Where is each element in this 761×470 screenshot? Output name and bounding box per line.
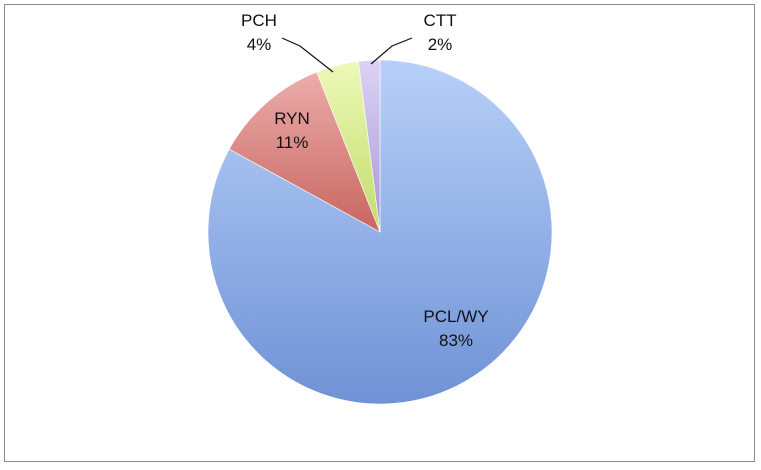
slice-value-ryn: 11%: [276, 133, 309, 152]
slice-category-pch: PCH: [241, 11, 277, 30]
slice-label-ctt: CTT 2%: [423, 11, 456, 54]
leader-line-pch: [281, 37, 334, 73]
slice-category-pcl-wy: PCL/WY: [423, 307, 488, 326]
leader-lines: [281, 37, 413, 73]
slice-value-pcl-wy: 83%: [439, 331, 473, 350]
slice-label-ryn: RYN 11%: [274, 109, 310, 152]
pie-slice-ryn: [228, 71, 381, 233]
leader-line-ctt: [370, 37, 413, 65]
slice-label-pcl-wy: PCL/WY 83%: [423, 307, 488, 350]
slice-value-pch: 4%: [247, 35, 272, 54]
slice-value-ctt: 2%: [428, 35, 453, 54]
pie-slice-ctt: [358, 59, 381, 233]
slice-label-pch: PCH 4%: [241, 11, 277, 54]
slice-category-ryn: RYN: [274, 109, 310, 128]
pie-slices: [207, 59, 553, 405]
slice-labels: PCL/WY 83% RYN 11% PCH 4% CTT 2%: [241, 11, 489, 350]
slice-category-ctt: CTT: [423, 11, 456, 30]
